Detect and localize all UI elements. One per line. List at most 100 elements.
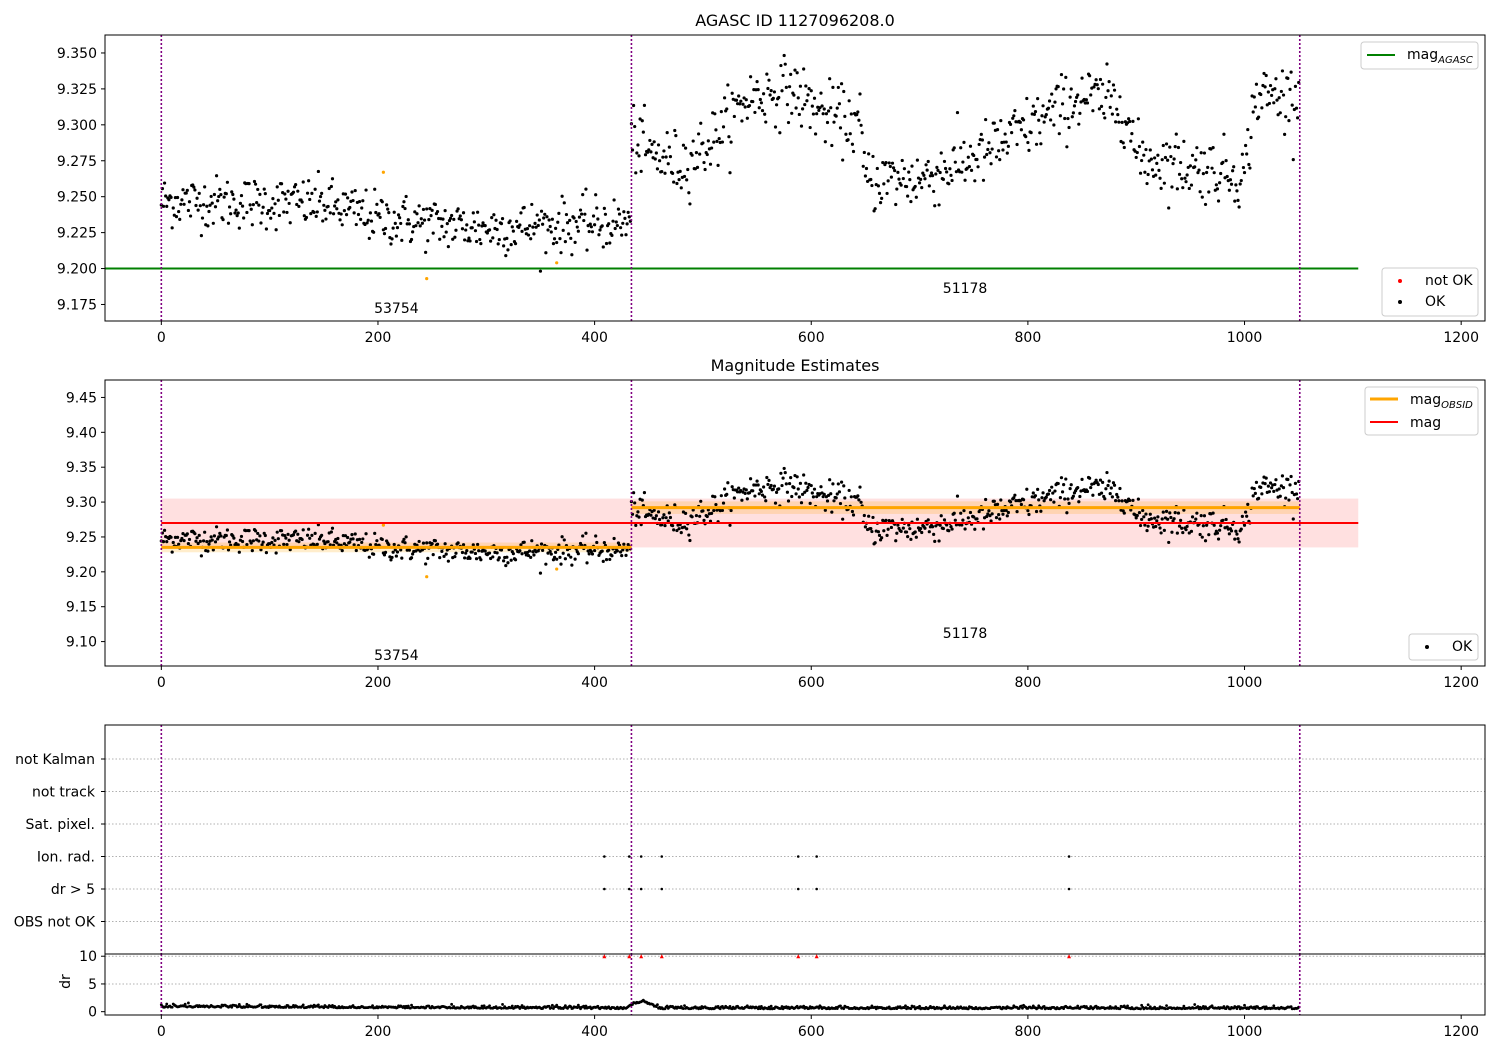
ok-point <box>361 199 365 203</box>
ok-point <box>1118 95 1122 99</box>
dr-outlier-marker <box>659 954 664 959</box>
ok-point <box>184 191 188 195</box>
ok-point <box>811 495 816 499</box>
ok-point <box>706 139 710 143</box>
dr-point <box>1237 1005 1241 1009</box>
ok-point <box>734 98 739 102</box>
ok-point <box>483 224 487 228</box>
ok-point <box>1076 93 1080 97</box>
ok-point <box>489 239 493 243</box>
x-tick-label: 400 <box>581 330 608 346</box>
ok-point <box>900 517 904 521</box>
ok-point <box>945 170 949 174</box>
ok-point <box>1050 92 1054 96</box>
ok-point <box>567 553 571 557</box>
ok-point <box>263 192 267 196</box>
ok-point <box>269 216 273 220</box>
ok-point <box>272 543 276 547</box>
ok-point <box>288 221 292 225</box>
ok-point <box>815 112 819 116</box>
ok-point <box>193 188 197 192</box>
ok-point <box>772 484 777 488</box>
ok-point <box>270 206 274 210</box>
ok-point <box>1026 140 1030 145</box>
ok-point <box>1129 508 1133 512</box>
ok-point <box>909 199 913 204</box>
ok-point <box>453 235 457 239</box>
ok-point <box>1033 494 1038 498</box>
ok-point <box>440 224 444 228</box>
ok-point <box>237 550 241 554</box>
ok-point <box>1263 85 1267 89</box>
ok-point <box>276 198 280 202</box>
ok-point <box>1040 496 1044 500</box>
ok-point <box>196 208 200 212</box>
flag-point <box>627 887 631 891</box>
ok-point <box>403 541 407 545</box>
ok-point <box>1203 539 1208 543</box>
ok-point <box>1107 479 1111 483</box>
ok-point <box>1032 112 1036 117</box>
ok-point <box>643 153 648 157</box>
ok-point <box>936 168 940 172</box>
legend-ok-marker-panel2 <box>1425 645 1429 649</box>
flag-label: Sat. pixel. <box>26 817 95 833</box>
ok-point <box>201 539 206 543</box>
ok-point <box>342 542 346 546</box>
ok-point <box>652 508 656 512</box>
ok-point <box>530 202 534 207</box>
ok-point <box>1277 96 1281 100</box>
ok-point <box>271 536 275 540</box>
ok-point <box>1149 157 1153 161</box>
y-tick-label: 9.250 <box>57 190 97 206</box>
ok-point <box>941 526 945 531</box>
ok-point <box>722 96 727 100</box>
ok-point <box>1156 515 1160 519</box>
ok-point <box>230 190 234 194</box>
ok-point <box>329 184 333 189</box>
ok-point <box>624 553 628 558</box>
ok-point <box>169 535 173 539</box>
ok-point <box>896 170 900 174</box>
ok-point <box>562 201 566 205</box>
ok-point <box>654 151 658 155</box>
y-tick-label: 9.10 <box>66 635 97 651</box>
ok-point <box>1294 106 1299 110</box>
ok-point <box>274 228 278 232</box>
ok-point <box>213 205 218 209</box>
ok-point <box>212 534 217 538</box>
ok-point <box>1033 110 1038 114</box>
ok-point <box>787 85 792 89</box>
ok-point <box>297 540 301 544</box>
ok-point <box>764 499 768 503</box>
ok-point <box>165 204 169 208</box>
ok-point <box>851 149 856 154</box>
ok-point <box>390 237 394 241</box>
ok-point <box>308 197 312 202</box>
ok-point <box>1279 484 1283 488</box>
ok-point <box>890 161 895 165</box>
ok-point <box>1262 71 1266 76</box>
ok-point <box>395 226 400 230</box>
ok-point <box>1128 498 1132 503</box>
dr-point <box>1182 1004 1186 1008</box>
dr-point <box>699 1007 703 1010</box>
ok-point <box>938 523 942 527</box>
ok-point <box>1284 496 1288 500</box>
ok-point <box>322 203 326 207</box>
ok-point <box>1190 515 1195 519</box>
ok-point <box>717 136 721 141</box>
ok-point <box>1143 523 1147 527</box>
ok-point <box>1112 483 1117 487</box>
ok-point <box>203 530 207 534</box>
ok-point <box>885 191 889 196</box>
ok-point <box>409 237 414 242</box>
ok-point <box>1031 491 1035 495</box>
ok-point <box>927 530 931 534</box>
ok-point <box>357 537 362 541</box>
ok-point <box>1222 132 1226 136</box>
ok-point <box>421 207 426 212</box>
ok-point <box>247 529 251 533</box>
ok-point <box>661 155 665 159</box>
ok-point <box>1239 178 1243 183</box>
